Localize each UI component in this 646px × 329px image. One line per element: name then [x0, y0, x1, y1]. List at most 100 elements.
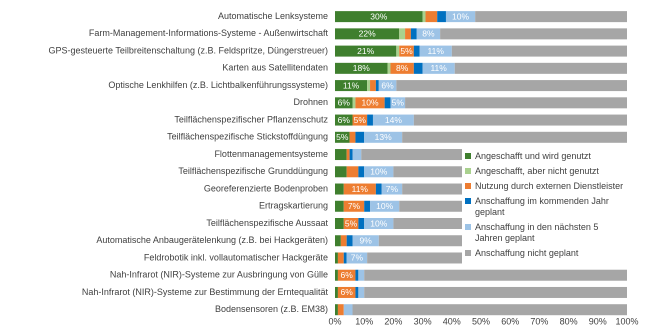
bar-segment: [335, 252, 338, 264]
category-label: Teilflächenspezifischer Pflanzenschutz: [174, 114, 328, 124]
data-label: 6%: [338, 115, 351, 125]
bar-segment: [352, 235, 379, 247]
data-label: 10%: [376, 201, 393, 211]
bar-segment: [358, 269, 365, 281]
category-label: Flottenmanagementsysteme: [214, 149, 328, 159]
legend-label: Anschaffung nicht geplant: [475, 248, 579, 258]
category-label: Teilflächenspezifische Aussaat: [206, 218, 328, 228]
legend-label: Anschaffung in den nächsten 5 Jahren gep…: [475, 222, 599, 243]
bar-segment: [346, 149, 350, 161]
data-label: 10%: [362, 98, 379, 108]
bar-segment: [358, 286, 365, 298]
bar-segment: [367, 80, 371, 92]
bar-segment: [375, 183, 382, 195]
bar-segment: [335, 166, 347, 178]
data-label: 7%: [386, 184, 399, 194]
bar-segment: [370, 200, 400, 212]
data-label: 5%: [392, 98, 405, 108]
bar-segment: [343, 183, 376, 195]
data-label: 6%: [381, 80, 394, 90]
data-label: 10%: [370, 218, 387, 228]
bar-segment: [352, 149, 362, 161]
data-label: 5%: [354, 115, 367, 125]
bar-segment: [378, 80, 397, 92]
data-label: 8%: [396, 63, 409, 73]
bar-segment: [364, 218, 394, 229]
bar-segment: [340, 235, 347, 247]
bar-segment: [343, 200, 365, 212]
data-label: 5%: [345, 218, 358, 228]
bar-segment: [419, 45, 452, 57]
legend-swatch: [465, 250, 471, 256]
bar-segment: [367, 114, 373, 126]
legend-swatch: [465, 198, 471, 204]
bar-segment: [413, 114, 627, 126]
bar-segment: [355, 286, 359, 298]
bar-segment: [358, 218, 365, 229]
data-label: 7%: [351, 253, 364, 263]
data-label: 18%: [353, 63, 370, 73]
x-tick-label: 80%: [560, 316, 578, 326]
data-label: 30%: [370, 11, 387, 21]
bar-segment: [349, 149, 353, 161]
bar-segment: [335, 97, 353, 109]
bar-segment: [390, 62, 414, 74]
bar-segment: [454, 62, 627, 74]
bar-segment: [399, 28, 406, 40]
data-label: 9%: [360, 235, 373, 245]
bar-segment: [349, 131, 356, 143]
bar-segment: [335, 200, 344, 212]
bar-segment: [405, 28, 411, 40]
legend-label: Angeschafft und wird genutzt: [475, 151, 591, 161]
data-label: 11%: [430, 63, 447, 73]
x-tick-label: 90%: [589, 316, 607, 326]
data-label: 6%: [341, 270, 354, 280]
bar-segment: [346, 235, 353, 247]
x-tick-label: 100%: [615, 316, 638, 326]
category-label: Teilflächenspezifische Stickstoffdüngung: [167, 132, 328, 142]
category-label: Ertragskartierung: [259, 201, 328, 211]
bar-segment: [335, 114, 353, 126]
category-label: Georeferenzierte Bodenproben: [204, 183, 328, 193]
data-label: 5%: [400, 46, 413, 56]
x-tick-label: 50%: [472, 316, 490, 326]
legend-item: Angeschafft, aber nicht genutzt: [465, 166, 625, 177]
bar-segment: [343, 218, 359, 229]
bar-segment: [405, 97, 627, 109]
data-label: 11%: [428, 46, 445, 56]
bar-segment: [343, 304, 353, 316]
bar-segment: [337, 252, 344, 264]
legend-swatch: [465, 153, 471, 159]
bar-segment: [445, 11, 476, 23]
bar-segment: [335, 131, 350, 143]
bar-segment: [440, 28, 627, 40]
bar-segment: [352, 304, 627, 316]
legend: Angeschafft und wird genutzt Angeschafft,…: [462, 147, 628, 265]
legend-swatch: [465, 183, 471, 189]
bar-segment: [402, 131, 627, 143]
category-label: Bodensensoren (z.B. EM38): [215, 304, 328, 314]
data-label: 22%: [359, 29, 376, 39]
bar-segment: [346, 166, 359, 178]
bar-segment: [346, 252, 368, 264]
category-label: Teilflächenspezifische Grunddüngung: [178, 166, 328, 176]
bar-segment: [335, 45, 397, 57]
data-label: 10%: [370, 167, 387, 177]
legend-swatch: [465, 224, 471, 230]
x-tick-label: 10%: [355, 316, 373, 326]
data-label: 6%: [341, 287, 354, 297]
bar-segment: [355, 97, 385, 109]
data-label: 6%: [338, 98, 351, 108]
legend-item: Anschaffung nicht geplant: [465, 248, 625, 259]
category-label: Nah-Infrarot (NIR)-Systeme zur Bestimmun…: [82, 287, 329, 297]
bar-segment: [364, 166, 394, 178]
category-label: Nah-Infrarot (NIR)-Systeme zur Ausbringu…: [110, 270, 328, 280]
bar-segment: [364, 269, 627, 281]
bar-segment: [335, 235, 341, 247]
bar-segment: [352, 114, 368, 126]
x-tick-label: 40%: [443, 316, 461, 326]
bar-segment: [413, 62, 423, 74]
bar-segment: [355, 131, 365, 143]
bar-segment: [335, 218, 344, 229]
legend-item: Nutzung durch externen Dienstleister: [465, 181, 625, 192]
